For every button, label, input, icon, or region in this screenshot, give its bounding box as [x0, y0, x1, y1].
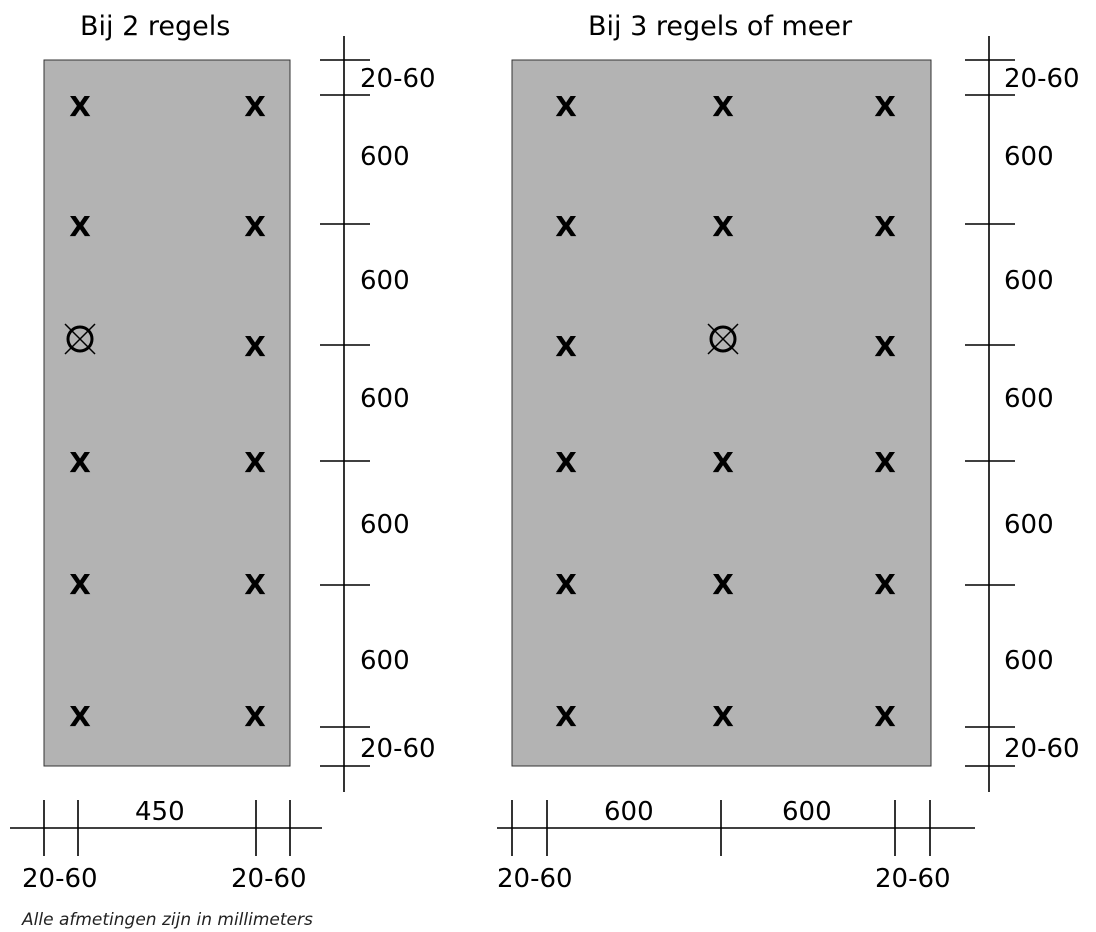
right-screw-mark: X: [874, 446, 896, 479]
right-diagram: Bij 3 regels of meer X X X X X X X X X X X X X X X X X 2…: [497, 11, 1080, 894]
right-screw-mark: X: [555, 446, 577, 479]
left-screw-mark: X: [244, 330, 266, 363]
right-dim-span-2: 600: [1004, 266, 1054, 296]
right-screw-mark: X: [555, 568, 577, 601]
right-screw-mark: X: [874, 568, 896, 601]
footnote: Alle afmetingen zijn in millimeters: [21, 910, 313, 930]
left-diagram: Bij 2 regels X X X X X X X X X X X 20-60 600 600 6…: [10, 11, 436, 894]
right-dim-width-1: 600: [604, 797, 654, 827]
right-panel: [511, 59, 932, 767]
right-dim-width-2: 600: [782, 797, 832, 827]
left-dim-span-4: 600: [360, 510, 410, 540]
left-screw-mark: X: [69, 700, 91, 733]
left-dim-top-edge: 20-60: [360, 64, 436, 94]
left-screw-mark: X: [244, 90, 266, 123]
left-panel: [43, 59, 291, 767]
right-dim-left-edge: 20-60: [497, 864, 573, 894]
right-dim-span-3: 600: [1004, 384, 1054, 414]
left-screw-mark: X: [69, 568, 91, 601]
left-dim-span-1: 600: [360, 142, 410, 172]
right-screw-mark: X: [555, 700, 577, 733]
left-screw-mark: X: [244, 568, 266, 601]
left-dim-span-2: 600: [360, 266, 410, 296]
left-dim-span-3: 600: [360, 384, 410, 414]
right-vertical-dimension: 20-60 600 600 600 600 600 20-60: [965, 36, 1080, 792]
right-dim-span-5: 600: [1004, 646, 1054, 676]
right-title: Bij 3 regels of meer: [588, 11, 853, 42]
right-screw-mark: X: [874, 330, 896, 363]
left-dim-span-5: 600: [360, 646, 410, 676]
right-dim-bottom-edge: 20-60: [1004, 734, 1080, 764]
right-screw-mark: X: [712, 210, 734, 243]
right-screw-mark: X: [555, 330, 577, 363]
right-screw-mark: X: [712, 700, 734, 733]
left-screw-marks: X X X X X X X X X X X: [64, 90, 266, 733]
left-dim-left-edge: 20-60: [22, 864, 98, 894]
right-dim-span-1: 600: [1004, 142, 1054, 172]
left-dim-bottom-edge: 20-60: [360, 734, 436, 764]
left-screw-mark: X: [69, 90, 91, 123]
left-dim-right-edge: 20-60: [231, 864, 307, 894]
right-screw-mark: X: [712, 568, 734, 601]
right-screw-mark: X: [874, 90, 896, 123]
left-title: Bij 2 regels: [80, 11, 230, 42]
right-screw-mark: X: [555, 210, 577, 243]
left-screw-mark: X: [244, 210, 266, 243]
left-dim-width: 450: [135, 797, 185, 827]
right-fixed-point-icon: [707, 323, 739, 355]
left-screw-mark: X: [69, 446, 91, 479]
left-fixed-point-icon: [64, 323, 96, 355]
right-dim-span-4: 600: [1004, 510, 1054, 540]
right-screw-mark: X: [712, 446, 734, 479]
right-horizontal-dimension: 600 600 20-60 20-60: [497, 797, 975, 894]
left-screw-mark: X: [69, 210, 91, 243]
left-horizontal-dimension: 450 20-60 20-60: [10, 797, 322, 894]
right-dim-right-edge: 20-60: [875, 864, 951, 894]
right-screw-marks: X X X X X X X X X X X X X X X X X: [555, 90, 896, 733]
left-screw-mark: X: [244, 700, 266, 733]
left-vertical-dimension: 20-60 600 600 600 600 600 20-60: [320, 36, 436, 792]
right-screw-mark: X: [712, 90, 734, 123]
right-screw-mark: X: [874, 700, 896, 733]
right-screw-mark: X: [555, 90, 577, 123]
right-screw-mark: X: [874, 210, 896, 243]
left-screw-mark: X: [244, 446, 266, 479]
right-dim-top-edge: 20-60: [1004, 64, 1080, 94]
